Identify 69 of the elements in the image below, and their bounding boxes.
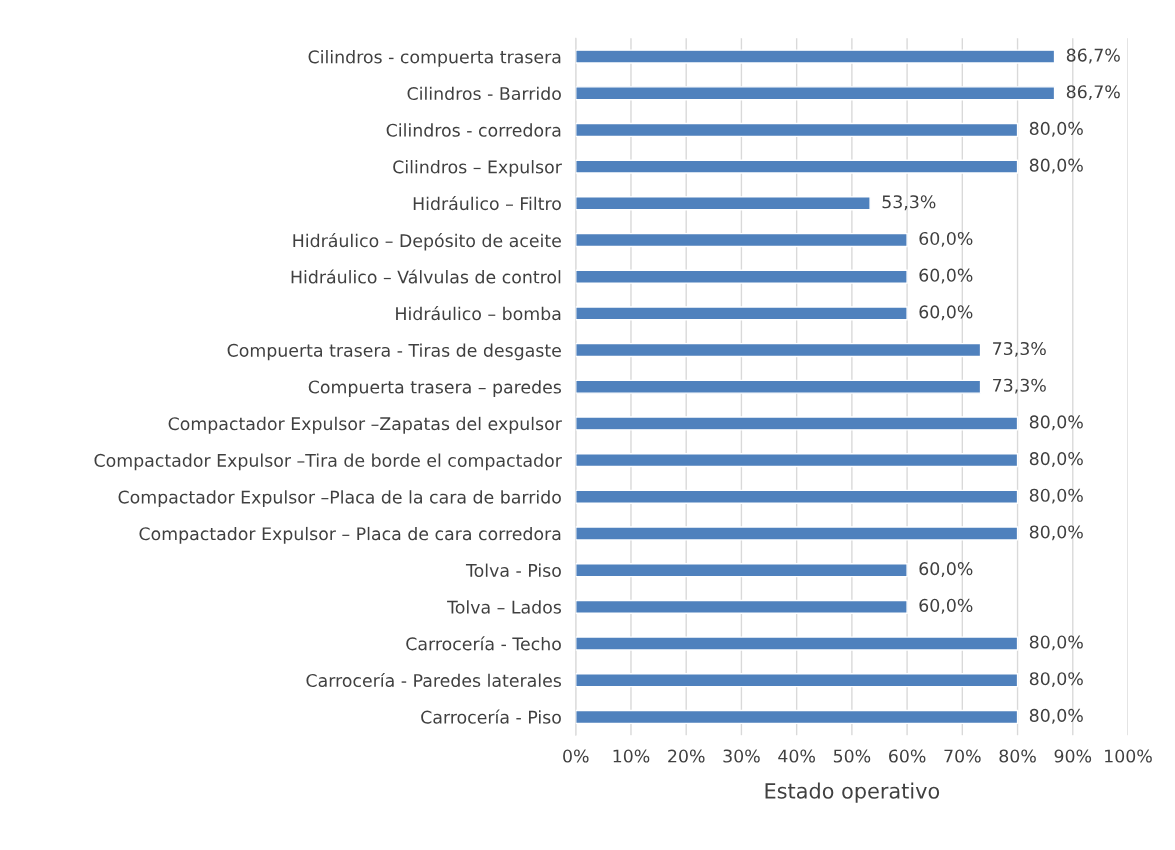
x-axis-title: Estado operativo bbox=[765, 782, 940, 803]
bar bbox=[575, 673, 1019, 688]
bar bbox=[575, 269, 908, 284]
data-label: 86,7% bbox=[1066, 85, 1120, 101]
x-tick-label: 50% bbox=[833, 749, 871, 763]
bar bbox=[575, 489, 1019, 504]
bar bbox=[575, 563, 908, 578]
y-tick-label: Cilindros – Expulsor bbox=[393, 160, 562, 177]
bar bbox=[575, 196, 871, 211]
data-label: 80,0% bbox=[1029, 158, 1083, 174]
bar bbox=[575, 599, 908, 614]
data-label: 80,0% bbox=[1029, 672, 1083, 688]
x-tick-label: 100% bbox=[1105, 749, 1152, 763]
data-label: 80,0% bbox=[1029, 415, 1083, 431]
data-label: 53,3% bbox=[882, 195, 936, 211]
y-tick-label: Tolva - Piso bbox=[465, 563, 561, 578]
y-tick-label: Carrocería - Paredes laterales bbox=[306, 672, 562, 688]
bar bbox=[575, 526, 1019, 541]
y-tick-label: Cilindros - Barrido bbox=[407, 86, 561, 101]
y-tick-label: Compactador Expulsor –Placa de la cara de barrido bbox=[118, 490, 561, 508]
data-label: 60,0% bbox=[919, 598, 973, 614]
x-tick-label: 40% bbox=[778, 749, 815, 763]
x-tick-label: 30% bbox=[723, 749, 760, 763]
y-tick-label: Compactador Expulsor –Tira de borde el compactador bbox=[94, 453, 562, 471]
y-tick-label: Compuerta trasera - Tiras de desgaste bbox=[227, 343, 561, 361]
data-label: 80,0% bbox=[1029, 452, 1083, 467]
data-label: 73,3% bbox=[993, 341, 1046, 357]
bar bbox=[575, 416, 1019, 431]
bar bbox=[575, 49, 1056, 64]
bar bbox=[575, 342, 982, 358]
x-tick-label: 80% bbox=[999, 749, 1036, 763]
y-tick-label: Hidráulico – Válvulas de control bbox=[291, 269, 561, 284]
x-tick-label: 60% bbox=[889, 749, 926, 763]
data-label: 60,0% bbox=[919, 305, 973, 321]
y-tick-label: Compactador Expulsor – Placa de cara corredora bbox=[139, 526, 561, 544]
bar bbox=[575, 636, 1019, 651]
data-label: 80,0% bbox=[1029, 525, 1083, 541]
x-tick-label: 10% bbox=[613, 749, 650, 763]
y-tick-label: Tolva – Lados bbox=[447, 600, 562, 614]
y-tick-label: Carrocería - Techo bbox=[406, 636, 561, 651]
data-label: 86,7% bbox=[1066, 48, 1120, 64]
bar bbox=[575, 379, 982, 394]
data-label: 80,0% bbox=[1029, 121, 1083, 137]
data-label: 80,0% bbox=[1029, 708, 1083, 724]
data-label: 60,0% bbox=[919, 268, 973, 284]
bar bbox=[575, 709, 1019, 725]
y-tick-label: Hidráulico – Depósito de aceite bbox=[293, 233, 561, 251]
y-tick-label: Cilindros - compuerta trasera bbox=[308, 50, 561, 67]
bar bbox=[575, 306, 908, 321]
y-tick-label: Cilindros - corredora bbox=[386, 123, 561, 137]
data-label: 60,0% bbox=[919, 562, 973, 577]
y-tick-label: Carrocería - Piso bbox=[421, 709, 561, 724]
x-tick-label: 90% bbox=[1054, 749, 1092, 763]
data-label: 80,0% bbox=[1029, 635, 1083, 651]
bar bbox=[575, 86, 1056, 101]
bar bbox=[575, 453, 1019, 468]
y-tick-label: Hidráulico – bomba bbox=[396, 306, 561, 321]
bar bbox=[575, 159, 1019, 174]
data-label: 80,0% bbox=[1029, 488, 1083, 504]
data-label: 60,0% bbox=[919, 231, 973, 247]
x-tick-label: 0% bbox=[563, 749, 589, 763]
x-tick-label: 20% bbox=[668, 749, 705, 763]
bar bbox=[575, 122, 1019, 138]
y-tick-label: Compactador Expulsor –Zapatas del expulsor bbox=[168, 416, 562, 434]
x-tick-label: 70% bbox=[944, 749, 981, 763]
data-label: 73,3% bbox=[993, 378, 1046, 394]
bar bbox=[575, 232, 908, 248]
y-tick-label: Compuerta trasera – paredes bbox=[308, 380, 562, 397]
y-tick-label: Hidráulico – Filtro bbox=[413, 196, 561, 211]
